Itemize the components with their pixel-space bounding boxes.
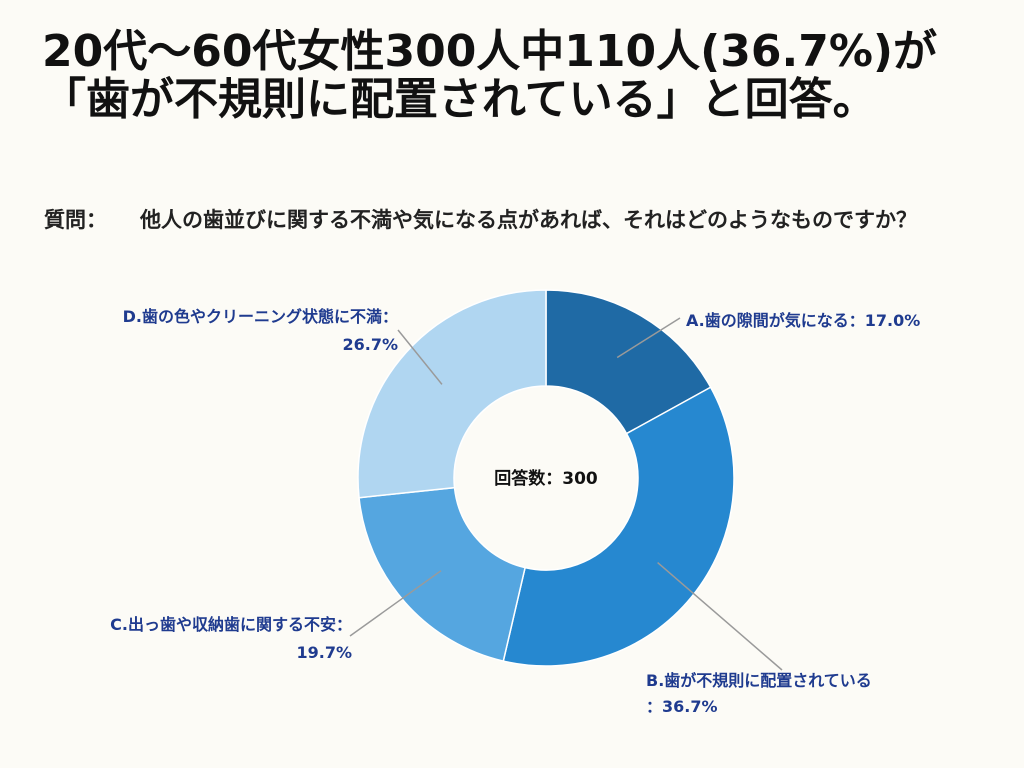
donut-slice-d bbox=[357, 289, 547, 499]
slice-label-c: C.出っ歯や収納歯に関する不安： 19.7% bbox=[110, 615, 352, 662]
slice-label-line: 26.7% bbox=[342, 335, 398, 354]
slice-label-line: ：36.7% bbox=[646, 697, 718, 716]
leader-line-d bbox=[397, 329, 443, 385]
question: 質問： 他人の歯並びに関する不満や気になる点があれば、それはどのようなものですか… bbox=[44, 204, 994, 237]
center-label: 回答数：300 bbox=[494, 468, 598, 489]
question-text: 他人の歯並びに関する不満や気になる点があれば、それはどのようなものですか？ bbox=[140, 208, 917, 232]
slice-label-b: B.歯が不規則に配置されている ：36.7% bbox=[646, 671, 872, 716]
slice-label-line: 19.7% bbox=[296, 643, 352, 662]
slice-label-line: A.歯の隙間が気になる：17.0% bbox=[686, 311, 920, 330]
donut-slice-b bbox=[502, 386, 735, 667]
slice-label-line: D.歯の色やクリーニング状態に不満： bbox=[123, 307, 398, 326]
slice-labels-group: A.歯の隙間が気になる：17.0% B.歯が不規則に配置されている ：36.7% C.… bbox=[110, 307, 920, 716]
chart-title: 20代〜60代女性300人中110人(36.7%)が「歯が不規則に配置されている… bbox=[42, 26, 938, 125]
leader-line-b bbox=[657, 561, 783, 671]
slices-group bbox=[357, 289, 735, 667]
leader-lines-group bbox=[349, 317, 783, 671]
slice-label-a: A.歯の隙間が気になる：17.0% bbox=[686, 311, 920, 330]
leader-line-c bbox=[349, 570, 442, 637]
slice-label-line: C.出っ歯や収納歯に関する不安： bbox=[110, 615, 352, 634]
donut-slice-a bbox=[545, 289, 712, 435]
leader-line-a bbox=[616, 317, 681, 359]
donut-slice-c bbox=[358, 486, 527, 662]
question-label: 質問： bbox=[44, 208, 107, 232]
slice-label-line: B.歯が不規則に配置されている bbox=[646, 671, 872, 690]
slice-label-d: D.歯の色やクリーニング状態に不満： 26.7% bbox=[123, 307, 398, 354]
